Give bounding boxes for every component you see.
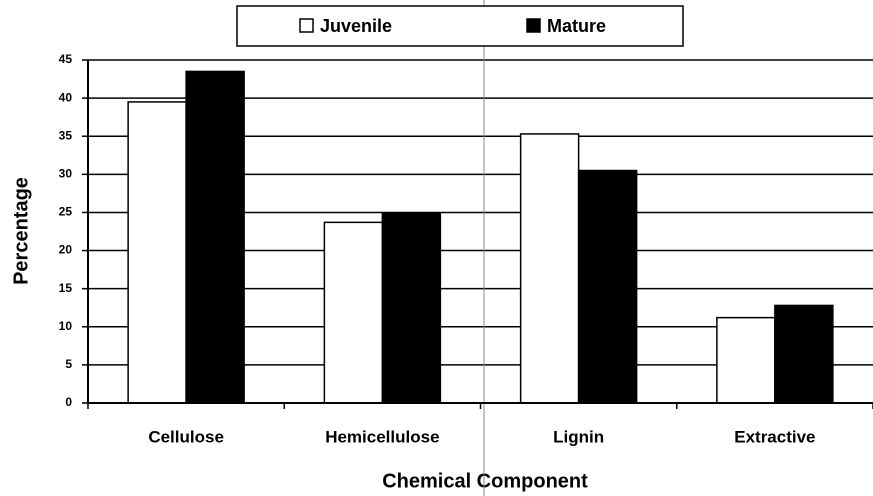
x-tick-label: Hemicellulose	[325, 427, 439, 446]
x-tick-label: Cellulose	[148, 427, 224, 446]
x-axis-label: Chemical Component	[382, 470, 588, 492]
x-tick-label: Lignin	[553, 427, 604, 446]
x-tick-label: Extractive	[734, 427, 815, 446]
y-tick-label: 45	[59, 52, 73, 66]
y-tick-label: 30	[59, 167, 73, 181]
legend-swatch	[526, 18, 541, 33]
bar	[716, 316, 776, 404]
y-tick-label: 20	[59, 243, 73, 257]
bar	[127, 101, 187, 404]
bar	[323, 221, 384, 404]
y-tick-label: 40	[59, 90, 73, 104]
legend-swatch	[299, 18, 314, 33]
y-axis-label: Percentage	[10, 177, 32, 285]
bar	[185, 70, 245, 404]
legend-label: Juvenile	[320, 16, 392, 36]
bar	[381, 212, 442, 404]
y-tick-label: 5	[65, 357, 72, 371]
bar	[577, 169, 638, 404]
y-tick-label: 15	[59, 281, 73, 295]
bar	[774, 304, 834, 404]
y-tick-label: 0	[65, 395, 72, 409]
y-tick-label: 10	[59, 319, 73, 333]
bar	[519, 133, 580, 404]
y-tick-label: 25	[59, 205, 73, 219]
y-tick-label: 35	[59, 128, 73, 142]
legend-label: Mature	[547, 16, 606, 36]
